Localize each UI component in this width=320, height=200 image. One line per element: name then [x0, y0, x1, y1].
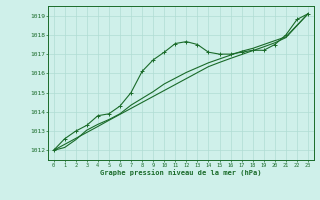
X-axis label: Graphe pression niveau de la mer (hPa): Graphe pression niveau de la mer (hPa) [100, 169, 261, 176]
